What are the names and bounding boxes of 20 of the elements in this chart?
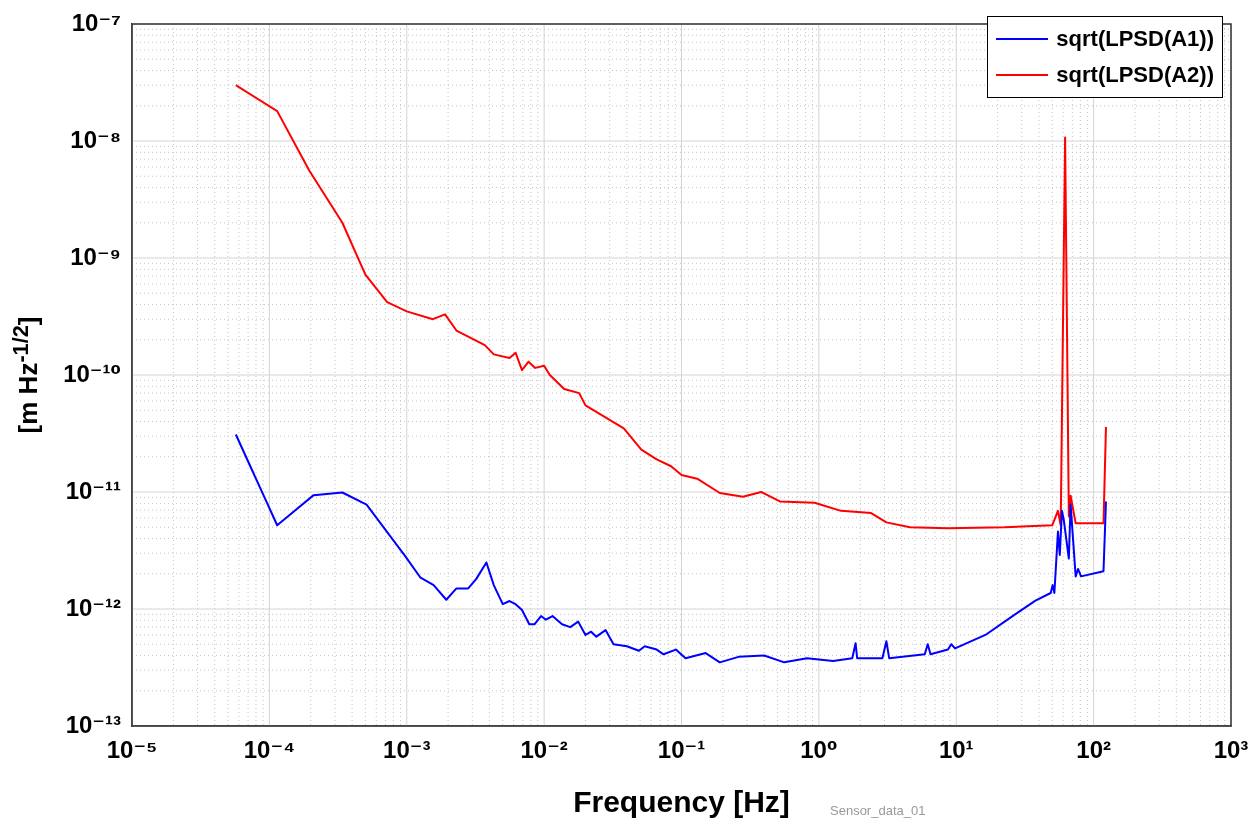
x-tick-label: 10¹ [938,736,974,764]
x-tick-label: 10³ [1213,736,1249,764]
legend-label: sqrt(LPSD(A1)) [1056,26,1214,52]
x-tick-label: 10⁻¹ [657,736,706,764]
y-tick-label: 10⁻¹⁰ [63,359,121,387]
x-tick-label: 10⁻⁴ [243,736,295,764]
y-tick-label: 10⁻¹² [65,593,121,621]
legend-label: sqrt(LPSD(A2)) [1056,62,1214,88]
x-tick-label: 10⁻⁵ [106,736,158,764]
x-tick-label: 10⁻³ [383,736,431,764]
y-tick-label: 10⁻⁷ [71,8,121,36]
y-tick-label: 10⁻¹¹ [65,476,121,504]
y-tick-label: 10⁻¹³ [65,710,121,738]
text: Sensor_data_01 [830,803,926,818]
y-tick-label: 10⁻⁸ [70,125,121,153]
x-tick-label: 10⁻² [520,736,568,764]
x-axis-title: Frequency [Hz] [573,785,790,819]
x-tick-label: 10⁰ [800,736,838,764]
y-tick-label: 10⁻⁹ [70,242,121,270]
x-tick-label: 10² [1076,736,1111,764]
